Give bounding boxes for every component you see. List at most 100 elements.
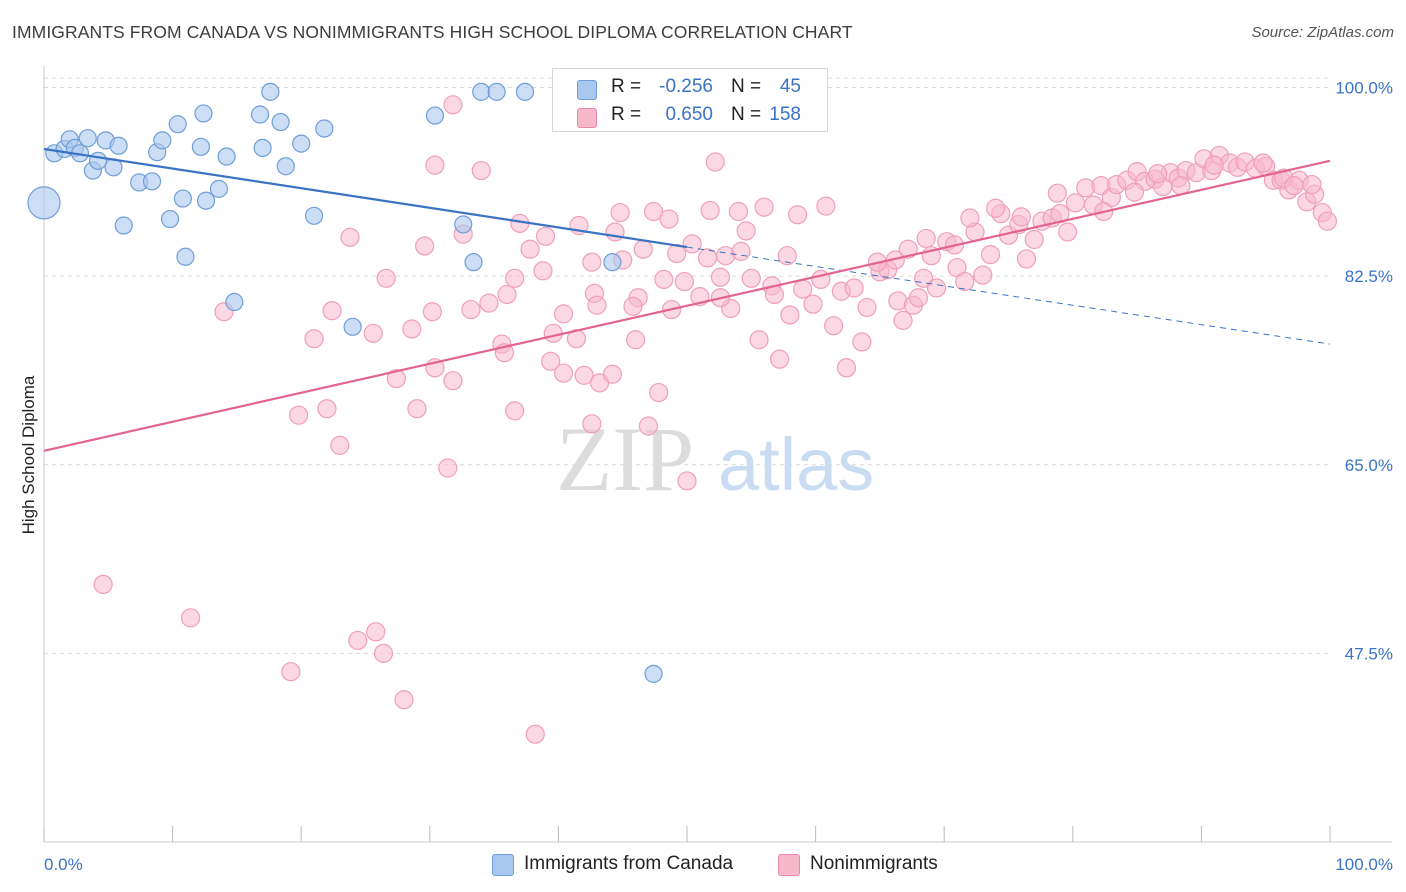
canada-point [250, 105, 270, 124]
nonimmigrants-point [471, 160, 491, 181]
nonimmigrants-point [181, 608, 201, 628]
nonimmigrants-point [811, 269, 831, 289]
nonimmigrants-point [574, 365, 594, 385]
nonimmigrants-point [304, 329, 324, 349]
canada-point [454, 215, 473, 234]
nonimmigrants-point [1047, 183, 1067, 203]
nonimmigrants-point [541, 351, 561, 371]
nonimmigrants-point [697, 248, 718, 268]
nonimmigrants-point [710, 267, 731, 287]
nonimmigrants-point [322, 301, 342, 321]
nonimmigrants-point [654, 269, 674, 289]
nonimmigrants-point [1058, 222, 1078, 242]
legend-r-label: R = [611, 104, 642, 125]
nonimmigrants-point [1011, 207, 1031, 227]
nonimmigrants-point [700, 200, 720, 221]
nonimmigrants-point [376, 268, 396, 288]
canada-point [114, 216, 133, 235]
legend-n-label: N = [731, 104, 762, 125]
watermark-zip: ZIP [556, 408, 694, 510]
nonimmigrants-point [443, 371, 463, 391]
nonimmigrants-point [625, 330, 646, 350]
nonimmigrants-point [605, 222, 625, 242]
legend-n-value: 45 [779, 76, 801, 97]
nonimmigrants-point [741, 268, 761, 288]
canada-point [191, 137, 210, 156]
canada-point [253, 138, 272, 158]
canada-point [261, 82, 280, 101]
nonimmigrants-point [674, 271, 695, 292]
legend-row-canada: R = -0.256 N = 45 [553, 73, 827, 101]
legend-label-nonimmigrants: Nonimmigrants [810, 853, 938, 874]
nonimmigrants-point [973, 265, 993, 285]
legend-r-value: 0.650 [665, 104, 713, 125]
correlation-legend: R = -0.256 N = 45 R = 0.650 N = 158 [552, 68, 828, 132]
legend-n-label: N = [731, 76, 762, 97]
canada-point [194, 104, 213, 123]
nonimmigrants-point [422, 302, 442, 322]
nonimmigrants-point [93, 574, 113, 595]
trend-lines [43, 147, 1331, 452]
nonimmigrants-point [677, 471, 697, 491]
nonimmigrants-point [461, 299, 481, 320]
legend-swatch-canada [577, 80, 597, 100]
watermark-atlas: atlas [718, 423, 874, 506]
nonimmigrants-point [844, 278, 864, 298]
canada-point [153, 131, 172, 150]
canada-point [168, 115, 187, 134]
nonimmigrants-point [769, 349, 790, 369]
canada-point [27, 186, 61, 220]
canada-point [304, 206, 324, 225]
nonimmigrants-point [553, 304, 574, 324]
nonimmigrants-point [505, 268, 525, 288]
y-tick-label: 47.5% [1345, 644, 1393, 663]
nonimmigrants-point [986, 198, 1006, 218]
nonimmigrants-point [780, 305, 800, 325]
nonimmigrants-point [1317, 211, 1338, 231]
canada-point [160, 209, 180, 229]
nonimmigrants-point [793, 279, 813, 299]
nonimmigrants-point [281, 662, 301, 682]
series-legend: Immigrants from Canada Nonimmigrants [0, 852, 1406, 878]
canada-point [515, 82, 535, 101]
legend-r-label: R = [611, 76, 642, 97]
nonimmigrants-point [407, 399, 427, 419]
nonimmigrants-point [438, 458, 458, 478]
canada-point [88, 151, 108, 170]
nonimmigrants-point [852, 332, 872, 352]
chart-source: Source: ZipAtlas.com [1251, 24, 1394, 41]
nonimmigrants-points [93, 82, 1338, 744]
nonimmigrants-point [1253, 153, 1273, 173]
nonimmigrants-point [330, 435, 350, 455]
legend-r-value: -0.256 [659, 76, 713, 97]
canada-trend-extension [686, 246, 1331, 345]
y-axis-title: High School Diploma [19, 375, 38, 534]
canada-point [487, 82, 506, 101]
nonimmigrants-point [425, 155, 445, 175]
nonimmigrants-point [926, 278, 947, 298]
nonimmigrants-point [348, 630, 368, 651]
canada-point [425, 106, 445, 125]
x-tick-label: 0.0% [44, 855, 83, 874]
nonimmigrants-point [587, 295, 607, 315]
nonimmigrants-point [955, 271, 975, 292]
nonimmigrants-trend-line [43, 159, 1331, 452]
nonimmigrants-point [497, 284, 517, 305]
nonimmigrants-point [649, 382, 669, 403]
canada-point [276, 157, 295, 176]
nonimmigrants-point [415, 236, 435, 256]
legend-label-canada: Immigrants from Canada [524, 853, 734, 874]
canada-point [176, 247, 195, 266]
nonimmigrants-point [1284, 176, 1304, 196]
y-tick-label: 65.0% [1345, 456, 1393, 475]
nonimmigrants-point [893, 310, 913, 330]
legend-row-nonimmigrants: R = 0.650 N = 158 [553, 101, 827, 129]
canada-point [78, 129, 97, 148]
canada-point [173, 189, 192, 208]
nonimmigrants-point [898, 239, 918, 259]
nonimmigrants-point [731, 241, 751, 261]
nonimmigrants-point [479, 293, 499, 313]
nonimmigrants-point [803, 294, 823, 314]
legend-swatch-nonimmigrants [577, 108, 597, 128]
nonimmigrants-point [705, 152, 725, 172]
